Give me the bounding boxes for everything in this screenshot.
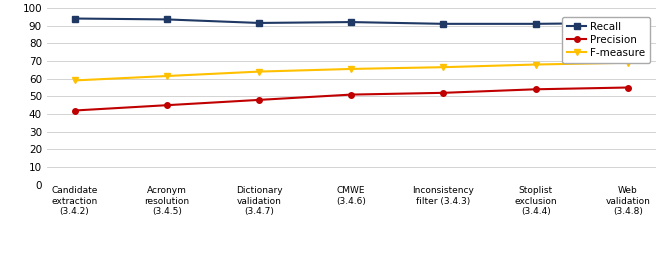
F-measure [255, 70, 263, 73]
Line: Precision: Precision [72, 85, 631, 113]
Recall [70, 17, 78, 20]
Precision [624, 86, 632, 89]
Precision [347, 93, 355, 96]
Recall [440, 22, 448, 25]
Precision [440, 91, 448, 95]
F-measure [440, 65, 448, 69]
Recall [163, 18, 171, 21]
Precision [532, 88, 540, 91]
F-measure [163, 74, 171, 78]
Recall [532, 22, 540, 25]
F-measure [624, 61, 632, 64]
F-measure [70, 79, 78, 82]
Recall [347, 21, 355, 24]
F-measure [347, 67, 355, 70]
Recall [624, 21, 632, 25]
Line: Recall: Recall [72, 16, 631, 27]
F-measure [532, 63, 540, 66]
Precision [163, 103, 171, 107]
Recall [255, 21, 263, 25]
Line: F-measure: F-measure [72, 60, 631, 83]
Precision [255, 98, 263, 101]
Precision [70, 109, 78, 112]
Legend: Recall, Precision, F-measure: Recall, Precision, F-measure [562, 17, 650, 63]
